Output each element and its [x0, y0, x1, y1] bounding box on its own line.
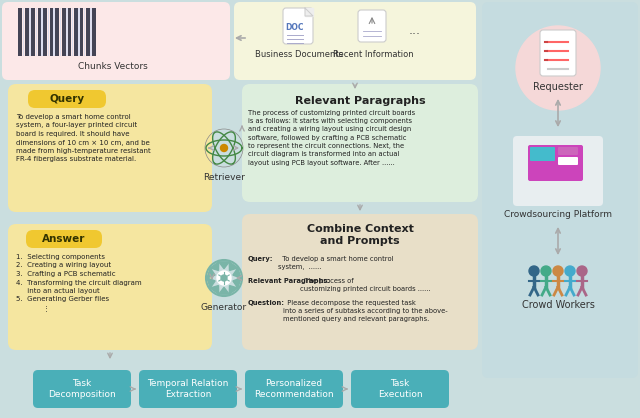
Polygon shape: [211, 262, 219, 270]
FancyBboxPatch shape: [513, 136, 603, 206]
Bar: [61, 8, 65, 56]
Text: Relevant Paragraphs: Relevant Paragraphs: [294, 96, 426, 106]
Bar: [49, 8, 52, 56]
Polygon shape: [305, 8, 313, 16]
Polygon shape: [229, 285, 237, 294]
Text: The process of
customizing printed circuit boards ......: The process of customizing printed circu…: [300, 278, 431, 292]
Text: 1.  Selecting components
2.  Creating a wiring layout
3.  Crafting a PCB schemat: 1. Selecting components 2. Creating a wi…: [16, 254, 141, 311]
Polygon shape: [219, 287, 229, 294]
Text: Crowd Workers: Crowd Workers: [522, 300, 595, 310]
Bar: [80, 8, 83, 56]
Text: Crowdsourcing Platform: Crowdsourcing Platform: [504, 210, 612, 219]
Text: Task
Decomposition: Task Decomposition: [48, 379, 116, 399]
Bar: [66, 8, 67, 56]
Bar: [31, 8, 35, 56]
Text: The process of customizing printed circuit boards
is as follows: It starts with : The process of customizing printed circu…: [248, 110, 415, 166]
FancyBboxPatch shape: [558, 157, 578, 165]
FancyBboxPatch shape: [234, 2, 476, 80]
Polygon shape: [207, 268, 215, 278]
Circle shape: [541, 266, 551, 276]
FancyBboxPatch shape: [358, 10, 386, 42]
Polygon shape: [211, 285, 219, 294]
Bar: [92, 8, 96, 56]
Text: Query: Query: [49, 94, 84, 104]
FancyBboxPatch shape: [528, 145, 583, 181]
Text: Combine Context
and Prompts: Combine Context and Prompts: [307, 224, 413, 246]
Text: To develop a smart home control
system, a four-layer printed circuit
board is re: To develop a smart home control system, …: [16, 114, 151, 163]
Polygon shape: [229, 262, 237, 270]
Text: Task
Execution: Task Execution: [378, 379, 422, 399]
Circle shape: [565, 266, 575, 276]
Circle shape: [217, 271, 231, 285]
Bar: [24, 8, 29, 56]
Circle shape: [529, 266, 539, 276]
FancyBboxPatch shape: [242, 84, 478, 202]
FancyBboxPatch shape: [351, 370, 449, 408]
Bar: [53, 8, 54, 56]
Polygon shape: [233, 278, 241, 288]
Bar: [60, 8, 61, 56]
Bar: [18, 8, 22, 56]
Text: Retriever: Retriever: [203, 173, 245, 182]
Bar: [29, 8, 31, 56]
Bar: [22, 8, 24, 56]
Text: Personalized
Recommendation: Personalized Recommendation: [254, 379, 334, 399]
Text: Requester: Requester: [533, 82, 583, 92]
Bar: [86, 8, 90, 56]
FancyBboxPatch shape: [245, 370, 343, 408]
Bar: [47, 8, 49, 56]
Circle shape: [221, 275, 227, 281]
Bar: [41, 8, 42, 56]
Text: Temporal Relation
Extraction: Temporal Relation Extraction: [147, 379, 228, 399]
Bar: [38, 8, 40, 56]
FancyBboxPatch shape: [33, 370, 131, 408]
FancyBboxPatch shape: [8, 84, 212, 212]
FancyBboxPatch shape: [2, 2, 230, 80]
Text: Business Documents: Business Documents: [255, 50, 343, 59]
Text: Chunks Vectors: Chunks Vectors: [78, 62, 148, 71]
Bar: [83, 8, 85, 56]
Bar: [43, 8, 47, 56]
Circle shape: [553, 266, 563, 276]
Text: Query:: Query:: [248, 256, 273, 262]
Circle shape: [516, 26, 600, 110]
Text: Relevant Paragraphs:: Relevant Paragraphs:: [248, 278, 330, 284]
FancyBboxPatch shape: [283, 8, 313, 44]
Bar: [78, 8, 79, 56]
Bar: [72, 8, 73, 56]
Text: To develop a smart home control
system,  ......: To develop a smart home control system, …: [278, 256, 394, 270]
Polygon shape: [207, 278, 215, 288]
Polygon shape: [233, 268, 241, 278]
Text: DOC: DOC: [285, 23, 303, 33]
Text: Recent Information: Recent Information: [333, 50, 413, 59]
FancyBboxPatch shape: [26, 230, 102, 248]
Text: Generator: Generator: [201, 303, 247, 312]
FancyBboxPatch shape: [28, 90, 106, 108]
Text: ...: ...: [409, 23, 421, 36]
Bar: [55, 8, 59, 56]
FancyBboxPatch shape: [242, 214, 478, 350]
Bar: [74, 8, 77, 56]
Text: Please decompose the requested task
into a series of subtasks according to the a: Please decompose the requested task into…: [283, 300, 447, 321]
FancyBboxPatch shape: [139, 370, 237, 408]
FancyBboxPatch shape: [530, 147, 555, 161]
FancyBboxPatch shape: [482, 2, 638, 378]
Text: Question:: Question:: [248, 300, 285, 306]
Circle shape: [577, 266, 587, 276]
FancyBboxPatch shape: [8, 224, 212, 350]
Bar: [68, 8, 71, 56]
Bar: [35, 8, 37, 56]
FancyBboxPatch shape: [540, 30, 576, 76]
Circle shape: [221, 145, 227, 151]
Polygon shape: [219, 262, 229, 269]
Text: Answer: Answer: [42, 234, 86, 244]
Bar: [90, 8, 92, 56]
FancyBboxPatch shape: [558, 147, 578, 155]
